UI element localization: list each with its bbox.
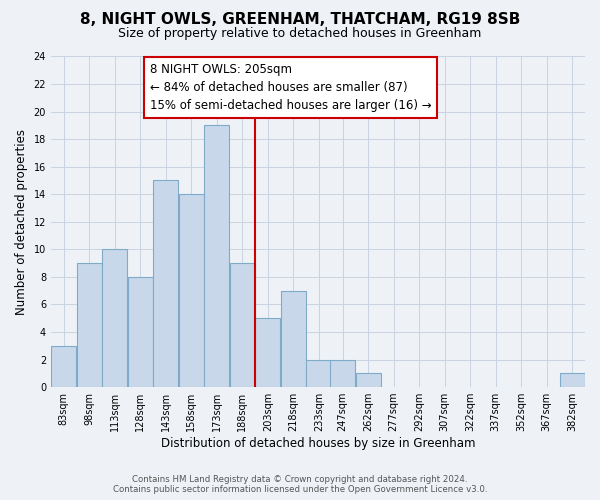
Bar xyxy=(77,263,101,387)
Bar xyxy=(128,277,153,387)
Bar xyxy=(102,250,127,387)
Bar xyxy=(51,346,76,387)
X-axis label: Distribution of detached houses by size in Greenham: Distribution of detached houses by size … xyxy=(161,437,475,450)
Bar xyxy=(560,374,585,387)
Bar xyxy=(307,360,331,387)
Bar xyxy=(330,360,355,387)
Text: Size of property relative to detached houses in Greenham: Size of property relative to detached ho… xyxy=(118,28,482,40)
Bar xyxy=(179,194,204,387)
Text: 8, NIGHT OWLS, GREENHAM, THATCHAM, RG19 8SB: 8, NIGHT OWLS, GREENHAM, THATCHAM, RG19 … xyxy=(80,12,520,28)
Bar xyxy=(230,263,255,387)
Bar xyxy=(255,318,280,387)
Bar xyxy=(281,290,306,387)
Bar xyxy=(356,374,380,387)
Bar xyxy=(153,180,178,387)
Text: Contains HM Land Registry data © Crown copyright and database right 2024.
Contai: Contains HM Land Registry data © Crown c… xyxy=(113,474,487,494)
Y-axis label: Number of detached properties: Number of detached properties xyxy=(15,129,28,315)
Bar xyxy=(204,126,229,387)
Text: 8 NIGHT OWLS: 205sqm
← 84% of detached houses are smaller (87)
15% of semi-detac: 8 NIGHT OWLS: 205sqm ← 84% of detached h… xyxy=(150,63,431,112)
